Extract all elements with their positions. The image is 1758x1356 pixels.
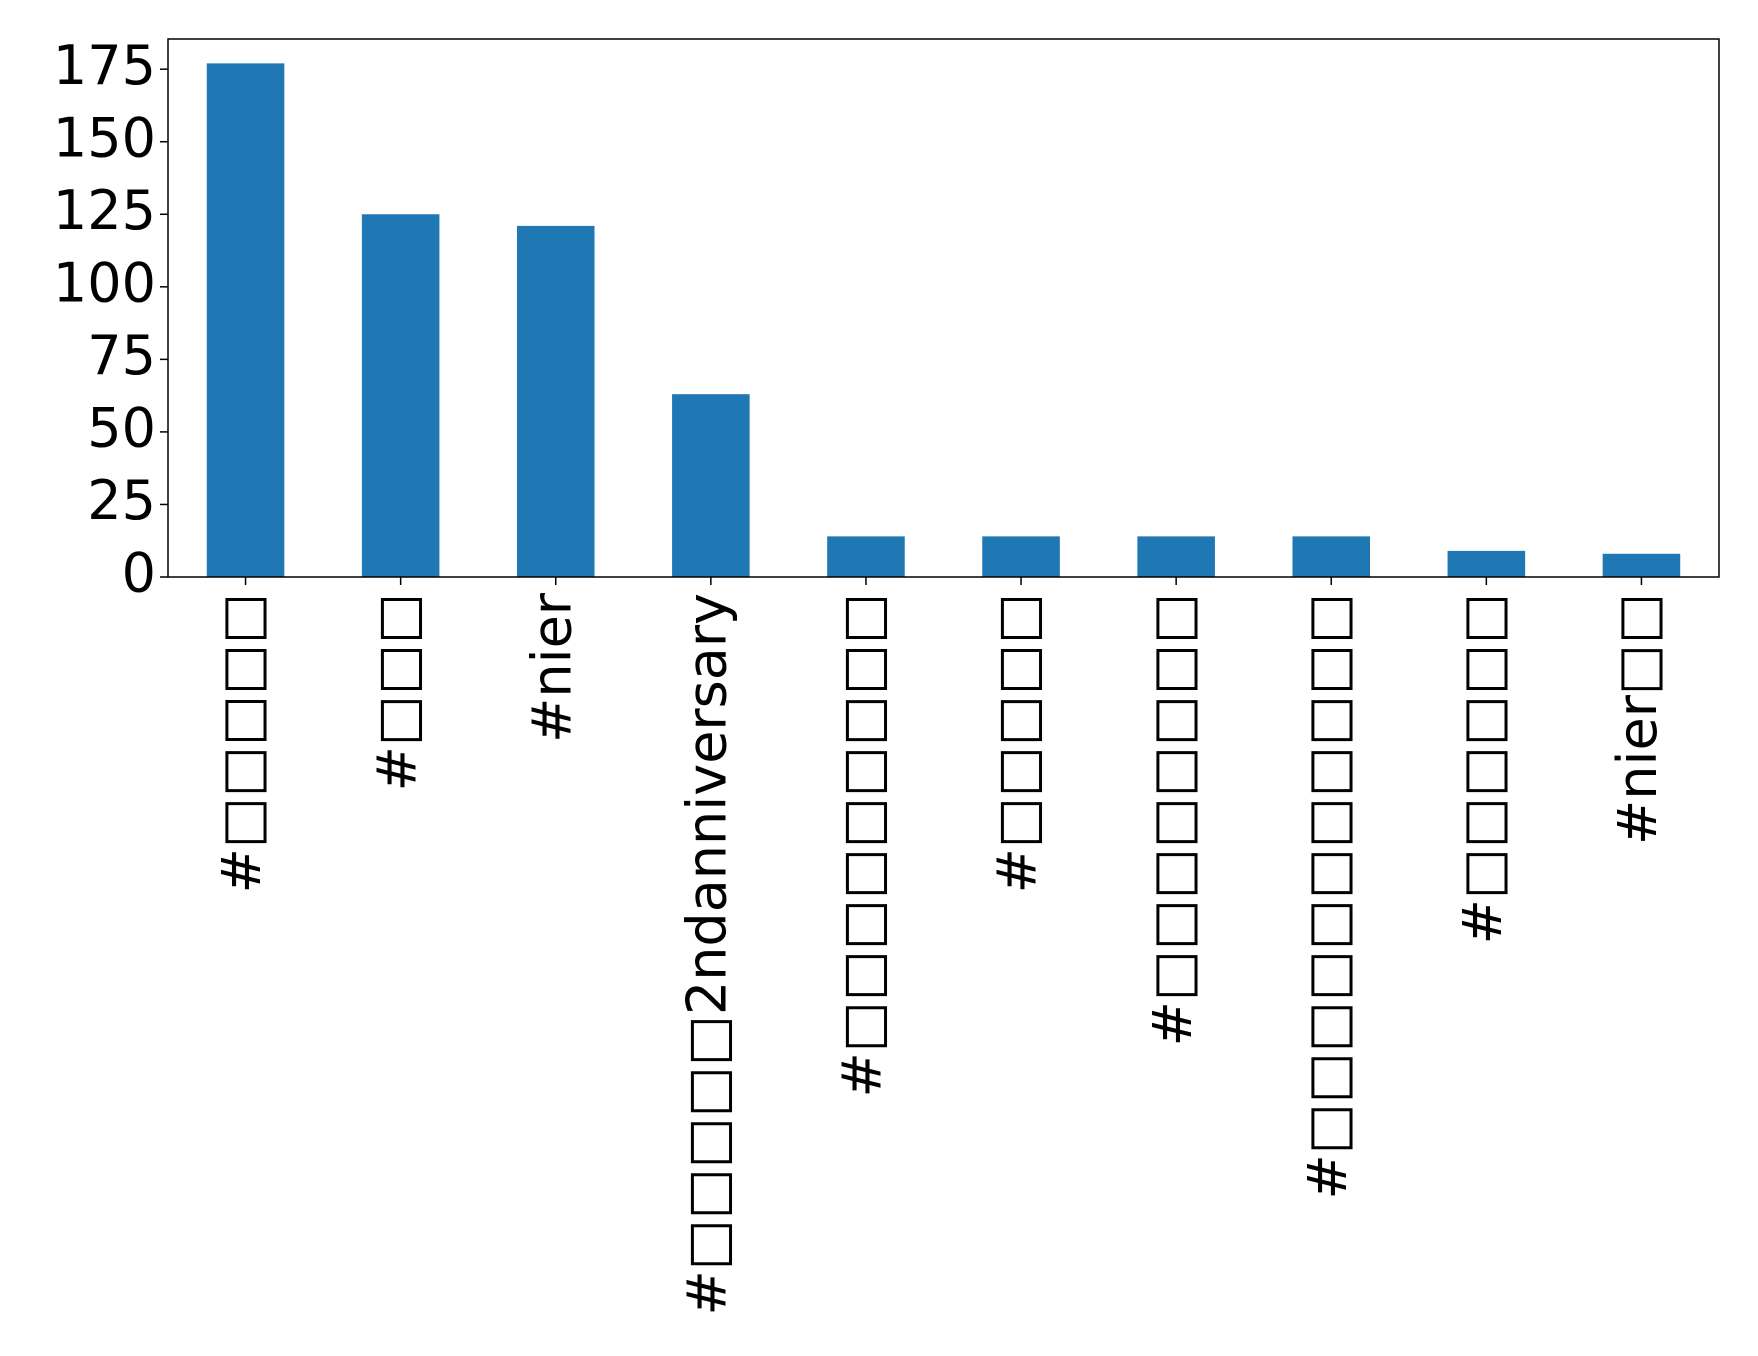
y-tick-label: 150	[53, 106, 156, 169]
bar	[361, 214, 440, 578]
x-tick-label: #□□□□□	[986, 593, 1049, 893]
bar	[1602, 553, 1681, 577]
x-tick-label: #nier□□	[1606, 593, 1669, 845]
bar	[982, 536, 1060, 577]
x-tick-label: #□□□□□□□□□	[831, 593, 894, 1097]
bar	[1292, 536, 1371, 577]
x-tick-label: #nier	[520, 592, 583, 743]
y-tick-label: 25	[87, 469, 156, 532]
x-tick-label: #□□□□□□□□	[1141, 593, 1204, 1046]
y-tick-label: 125	[53, 179, 156, 242]
y-tick-label: 50	[87, 397, 156, 460]
bar	[1447, 550, 1526, 577]
x-tick-label: #□□□□□2ndanniversary	[675, 593, 738, 1316]
bar	[206, 63, 285, 577]
y-tick-label: 175	[53, 34, 156, 97]
x-tick-label: #□□□□□□	[1451, 593, 1514, 944]
bar	[827, 536, 905, 577]
bar	[516, 225, 595, 577]
x-tick-label: #□□□	[365, 593, 428, 791]
y-tick-label: 0	[122, 542, 156, 605]
bar	[1137, 536, 1215, 577]
bar	[672, 394, 750, 577]
y-tick-label: 100	[53, 251, 156, 314]
plot-frame	[167, 38, 1720, 578]
y-tick-label: 75	[87, 324, 156, 387]
x-tick-label: #□□□□□	[210, 593, 273, 893]
x-tick-label: #□□□□□□□□□□□	[1296, 593, 1359, 1199]
